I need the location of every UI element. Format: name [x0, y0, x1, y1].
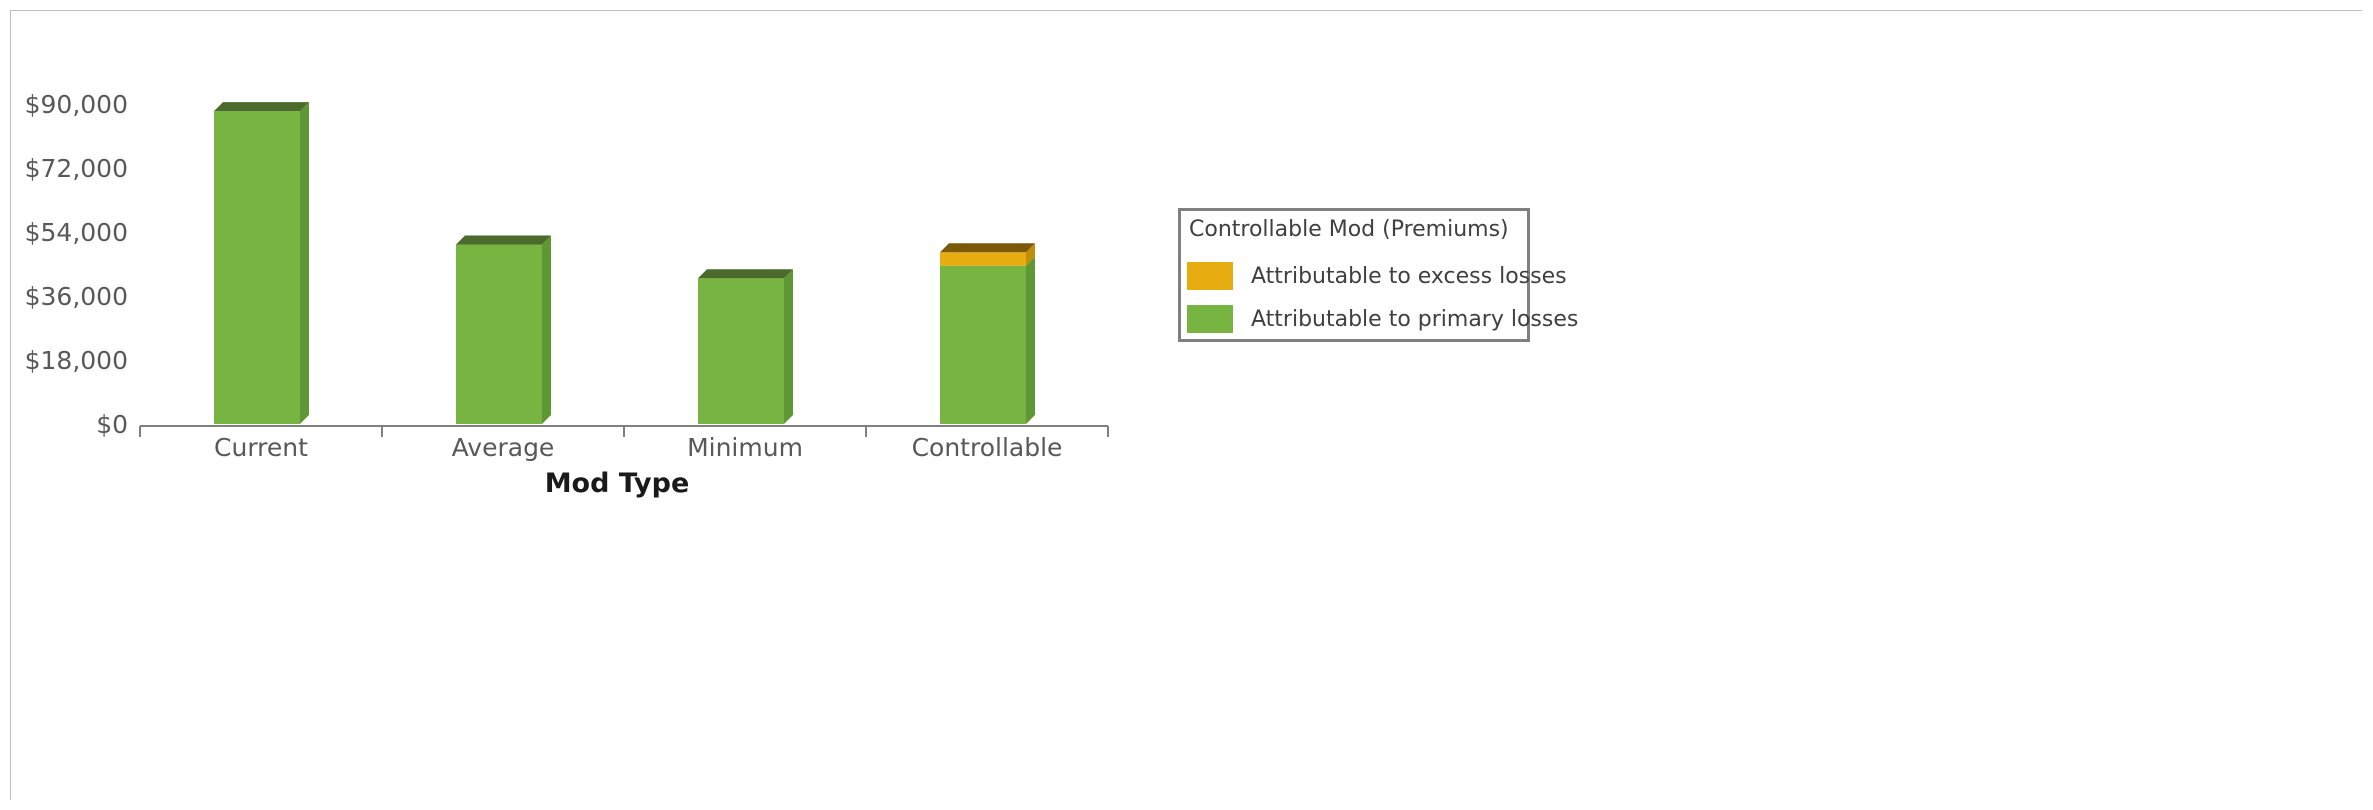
bar-segment [940, 266, 1026, 424]
legend-swatch-primary [1187, 305, 1233, 333]
x-tick-label: Average [452, 433, 555, 462]
x-tick-label: Current [214, 433, 308, 462]
y-tick-label: $18,000 [25, 346, 128, 375]
legend-label-excess: Attributable to excess losses [1251, 264, 1567, 289]
y-axis-ticks: $0 $18,000 $36,000 $54,000 $72,000 $90,000 [25, 90, 128, 439]
bar-segment [698, 278, 784, 424]
y-tick-label: $36,000 [25, 282, 128, 311]
x-tick-label: Controllable [912, 433, 1063, 462]
bar-top [940, 243, 1035, 252]
bar-side [300, 102, 309, 424]
legend-label-primary: Attributable to primary losses [1251, 307, 1578, 332]
y-tick-label: $54,000 [25, 218, 128, 247]
bar-top [698, 269, 793, 278]
x-tick-label: Minimum [687, 433, 803, 462]
bar-top [456, 235, 551, 244]
bar-segment [456, 244, 542, 424]
y-tick-label: $72,000 [25, 154, 128, 183]
y-tick-label: $90,000 [25, 90, 128, 119]
legend-item-primary: Attributable to primary losses [1187, 305, 1578, 333]
x-axis-title: Mod Type [545, 468, 690, 499]
bar-side [542, 235, 551, 424]
bar-segment [214, 111, 300, 424]
legend-item-excess: Attributable to excess losses [1187, 262, 1567, 290]
legend: Controllable Mod (Premiums) Attributable… [1178, 208, 1530, 342]
legend-title: Controllable Mod (Premiums) [1189, 217, 1509, 242]
legend-swatch-excess [1187, 262, 1233, 290]
x-axis: Current Average Minimum Controllable [140, 426, 1108, 462]
bars [214, 102, 1035, 424]
bar-segment [940, 252, 1026, 266]
bar-top [214, 102, 309, 111]
bar-side [1026, 257, 1035, 424]
bar-side [784, 269, 793, 424]
y-tick-label: $0 [96, 410, 128, 439]
